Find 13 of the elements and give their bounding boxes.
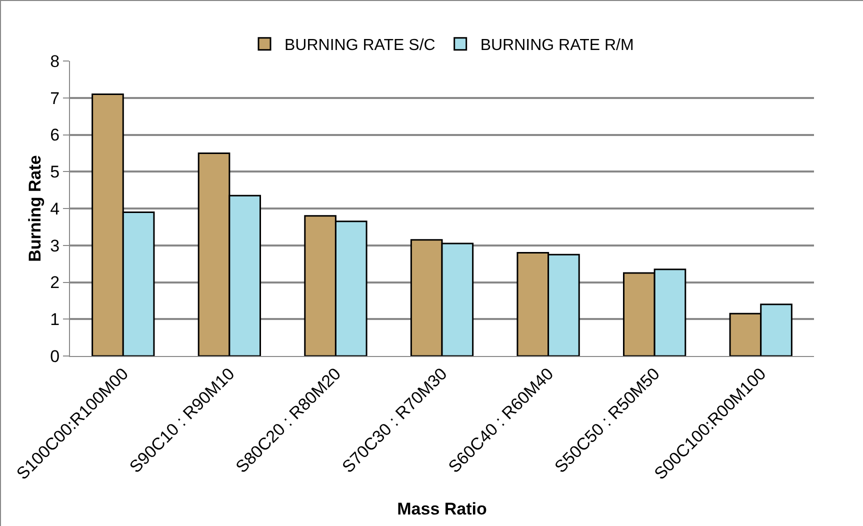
y-tick-label: 1 — [50, 310, 60, 330]
y-tick-label: 4 — [50, 199, 60, 218]
y-tick-label: 5 — [50, 162, 60, 182]
y-tick-label: 2 — [50, 273, 60, 292]
y-tick-label: 8 — [50, 52, 60, 71]
x-axis-title: Mass Ratio — [397, 500, 487, 519]
y-tick-label: 0 — [50, 346, 60, 366]
legend-label: BURNING RATE S/C — [284, 37, 436, 54]
y-tick-label: 7 — [50, 88, 60, 108]
y-tick-label: 3 — [50, 236, 60, 256]
y-tick-label: 6 — [50, 126, 60, 145]
y-axis-title: Burning Rate — [26, 155, 45, 262]
legend-label: BURNING RATE R/M — [480, 37, 634, 54]
